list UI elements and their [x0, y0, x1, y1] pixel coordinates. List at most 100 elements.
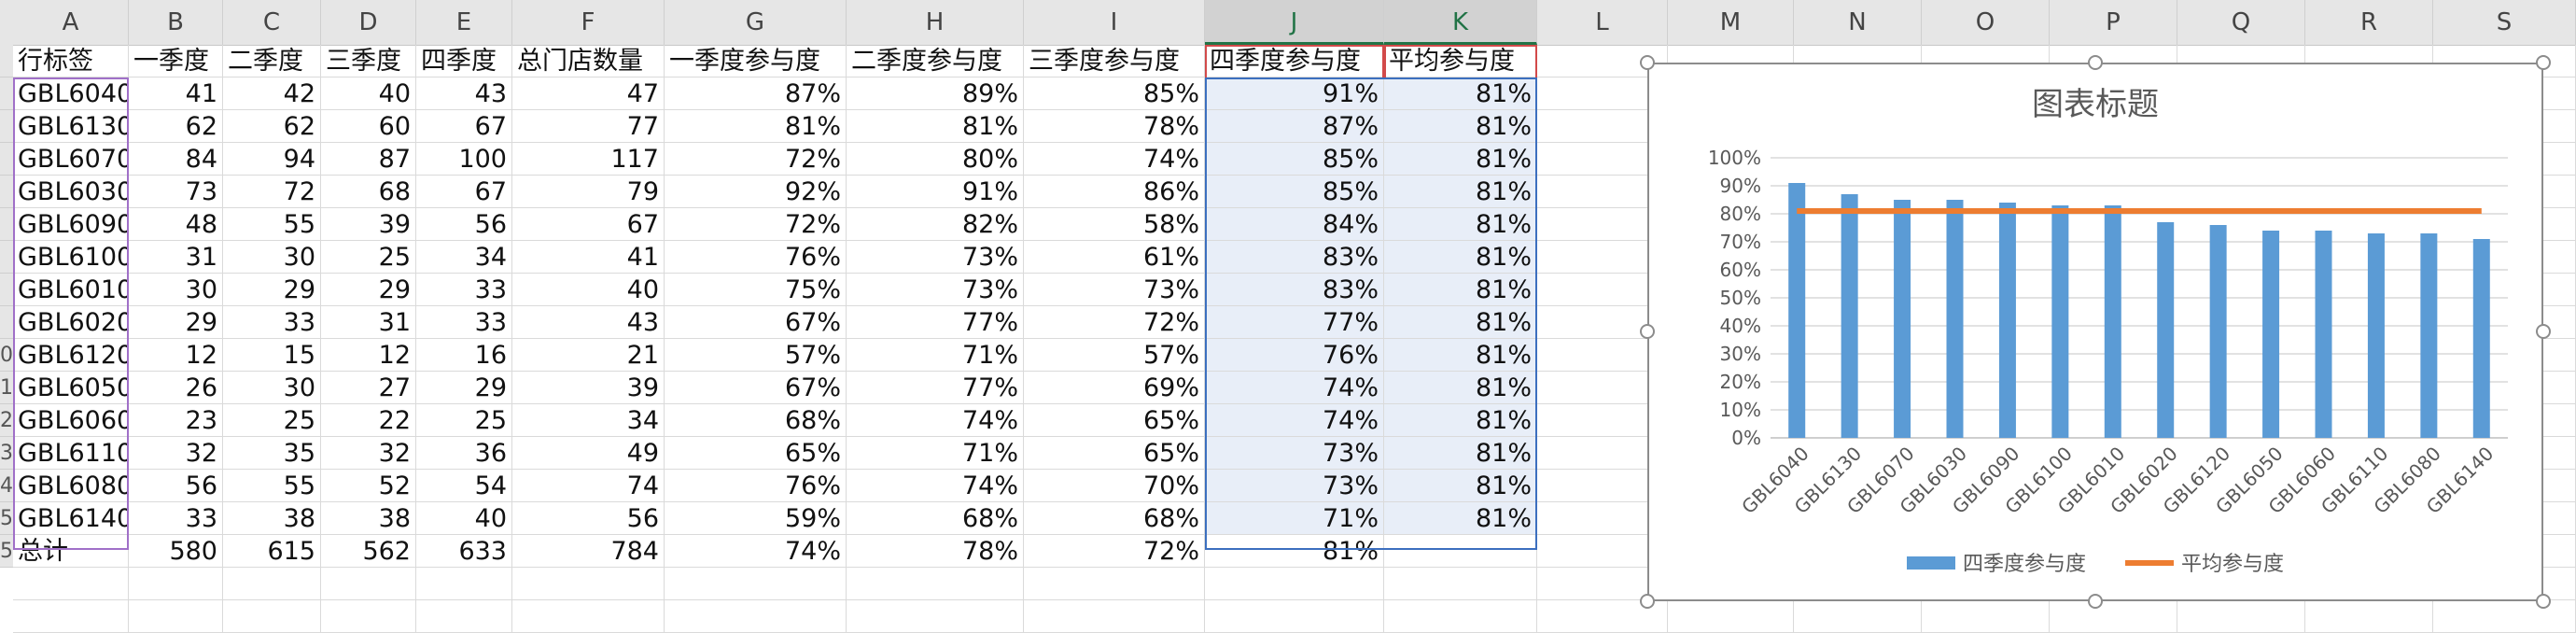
data-cell[interactable]: 72	[223, 176, 321, 208]
bar-gbl6040[interactable]	[1788, 183, 1806, 438]
data-cell[interactable]: 85%	[1205, 176, 1384, 208]
column-header-h[interactable]: H	[847, 0, 1024, 45]
data-cell[interactable]: 42	[223, 77, 321, 110]
data-cell[interactable]: 23	[129, 404, 223, 437]
data-cell[interactable]: 83%	[1205, 241, 1384, 274]
row-header[interactable]: 5	[0, 535, 13, 568]
data-cell[interactable]: 85%	[1205, 143, 1384, 176]
data-cell[interactable]: 72%	[665, 143, 847, 176]
data-cell[interactable]: 81%	[1384, 404, 1537, 437]
chart-resize-handle-tl[interactable]	[1640, 55, 1655, 70]
chart-resize-handle-bc[interactable]	[2088, 594, 2103, 609]
data-cell[interactable]: 68%	[1024, 502, 1205, 535]
data-cell[interactable]: GBL6120	[13, 339, 129, 372]
data-cell[interactable]: 81%	[1384, 470, 1537, 502]
data-cell[interactable]: 73	[129, 176, 223, 208]
data-cell[interactable]: 27	[321, 372, 416, 404]
data-cell[interactable]: 81%	[1384, 372, 1537, 404]
data-cell[interactable]: 68%	[847, 502, 1024, 535]
empty-cell[interactable]	[512, 568, 665, 600]
header-cell[interactable]: 总门店数量	[512, 45, 665, 77]
row-header[interactable]	[0, 45, 13, 77]
data-cell[interactable]: 71%	[1205, 502, 1384, 535]
data-cell[interactable]: 77%	[847, 372, 1024, 404]
data-cell[interactable]: 29	[223, 274, 321, 306]
column-header-e[interactable]: E	[416, 0, 512, 45]
data-cell[interactable]: 33	[129, 502, 223, 535]
empty-cell[interactable]	[1024, 568, 1205, 600]
data-cell[interactable]: 55	[223, 208, 321, 241]
data-cell[interactable]: 22	[321, 404, 416, 437]
data-cell[interactable]: 25	[321, 241, 416, 274]
data-cell[interactable]: 81%	[1384, 437, 1537, 470]
data-cell[interactable]: GBL6050	[13, 372, 129, 404]
data-cell[interactable]: 71%	[847, 339, 1024, 372]
row-header[interactable]	[0, 274, 13, 306]
empty-cell[interactable]	[2177, 600, 2305, 633]
column-header-j[interactable]: J	[1205, 0, 1384, 45]
empty-cell[interactable]	[1024, 600, 1205, 633]
data-cell[interactable]: 81%	[1384, 143, 1537, 176]
empty-cell[interactable]	[1384, 600, 1537, 633]
data-cell[interactable]: 85%	[1024, 77, 1205, 110]
data-cell[interactable]: 84%	[1205, 208, 1384, 241]
data-cell[interactable]: 81%	[1384, 241, 1537, 274]
chart-resize-handle-mr[interactable]	[2536, 324, 2551, 339]
legend-label-line[interactable]: 平均参与度	[2181, 553, 2284, 576]
column-header-n[interactable]: N	[1794, 0, 1922, 45]
data-cell[interactable]: 89%	[847, 77, 1024, 110]
column-header-o[interactable]: O	[1922, 0, 2050, 45]
legend-label-bar[interactable]: 四季度参与度	[1963, 553, 2086, 576]
data-cell[interactable]: 81%	[1384, 77, 1537, 110]
data-cell[interactable]: 56	[512, 502, 665, 535]
data-cell[interactable]: 25	[223, 404, 321, 437]
chart-title[interactable]: 图表标题	[2032, 86, 2159, 123]
data-cell[interactable]: 31	[321, 306, 416, 339]
row-header[interactable]: 1	[0, 372, 13, 404]
data-cell[interactable]: 38	[321, 502, 416, 535]
data-cell[interactable]: 32	[321, 437, 416, 470]
empty-cell[interactable]	[512, 600, 665, 633]
column-header-g[interactable]: G	[665, 0, 847, 45]
column-header-b[interactable]: B	[129, 0, 223, 45]
data-cell[interactable]: 30	[223, 372, 321, 404]
bar-gbl6010[interactable]	[2104, 205, 2121, 438]
column-header-r[interactable]: R	[2305, 0, 2433, 45]
total-cell[interactable]: 74%	[665, 535, 847, 568]
data-cell[interactable]: 56	[129, 470, 223, 502]
header-cell[interactable]: 二季度参与度	[847, 45, 1024, 77]
column-header-s[interactable]: S	[2433, 0, 2576, 45]
data-cell[interactable]: 87%	[1205, 110, 1384, 143]
data-cell[interactable]: 81%	[847, 110, 1024, 143]
empty-cell[interactable]	[416, 568, 512, 600]
empty-cell[interactable]	[1384, 568, 1537, 600]
empty-cell[interactable]	[2050, 600, 2177, 633]
header-cell[interactable]: 一季度参与度	[665, 45, 847, 77]
row-header[interactable]	[0, 143, 13, 176]
data-cell[interactable]: 74%	[847, 404, 1024, 437]
data-cell[interactable]: GBL6010	[13, 274, 129, 306]
empty-cell[interactable]	[416, 600, 512, 633]
data-cell[interactable]: 73%	[1205, 470, 1384, 502]
total-cell[interactable]: 562	[321, 535, 416, 568]
data-cell[interactable]: 81%	[1384, 176, 1537, 208]
data-cell[interactable]: 34	[512, 404, 665, 437]
header-cell[interactable]: 三季度参与度	[1024, 45, 1205, 77]
data-cell[interactable]: 76%	[665, 241, 847, 274]
data-cell[interactable]: 40	[416, 502, 512, 535]
header-cell[interactable]: 四季度参与度	[1205, 45, 1384, 77]
empty-cell[interactable]	[13, 568, 129, 600]
data-cell[interactable]: 15	[223, 339, 321, 372]
row-header[interactable]	[0, 306, 13, 339]
data-cell[interactable]: 72%	[665, 208, 847, 241]
row-header[interactable]	[0, 77, 13, 110]
data-cell[interactable]: 52	[321, 470, 416, 502]
column-header-a[interactable]: A	[13, 0, 129, 45]
data-cell[interactable]: 81%	[1384, 502, 1537, 535]
empty-cell[interactable]	[847, 568, 1024, 600]
data-cell[interactable]: 73%	[1205, 437, 1384, 470]
data-cell[interactable]: 34	[416, 241, 512, 274]
empty-cell[interactable]	[129, 600, 223, 633]
data-cell[interactable]: 73%	[1024, 274, 1205, 306]
empty-cell[interactable]	[13, 600, 129, 633]
